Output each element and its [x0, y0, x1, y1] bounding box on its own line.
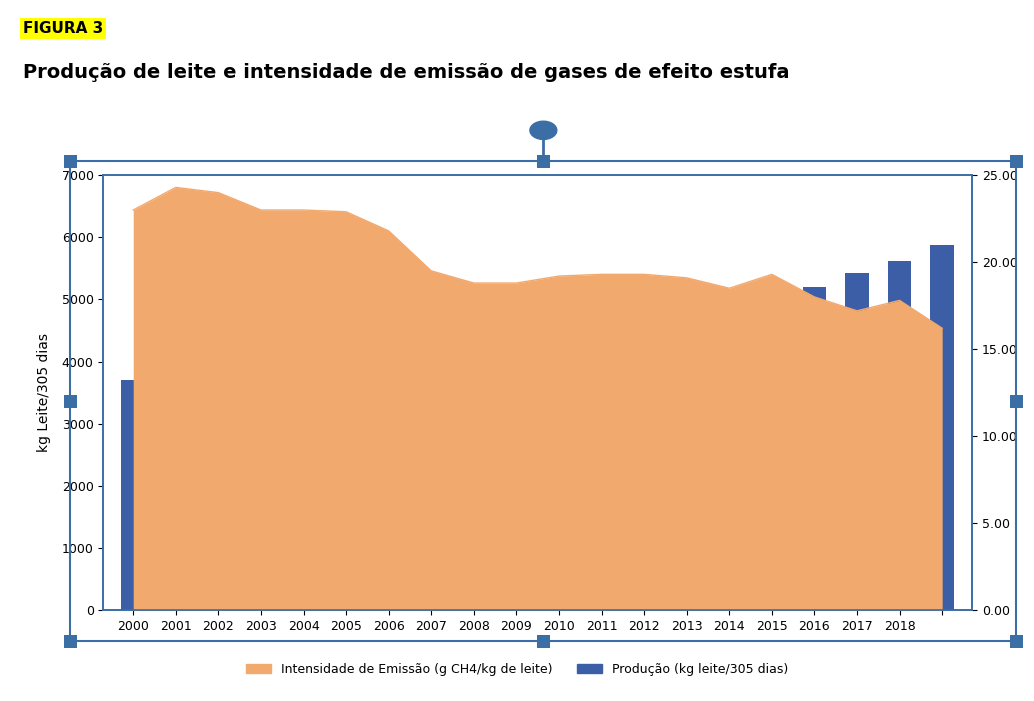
Bar	[207, 391, 230, 610]
Legend: Intensidade de Emissão (g CH4/kg de leite), Produção (kg leite/305 dias): Intensidade de Emissão (g CH4/kg de leit…	[241, 658, 793, 681]
Bar	[802, 287, 826, 610]
Bar	[547, 335, 571, 610]
Bar	[505, 336, 528, 610]
Bar	[164, 388, 187, 610]
Text: Produção de leite e intensidade de emissão de gases de efeito estufa: Produção de leite e intensidade de emiss…	[23, 63, 789, 82]
Bar	[888, 261, 911, 610]
Bar	[675, 303, 698, 610]
Bar	[249, 384, 273, 610]
Bar	[589, 334, 613, 610]
Bar	[845, 273, 869, 610]
Y-axis label: kg Leite/305 dias: kg Leite/305 dias	[36, 333, 51, 452]
Bar	[420, 352, 443, 610]
Bar	[121, 380, 145, 610]
Bar	[462, 340, 486, 610]
Bar	[760, 282, 784, 610]
Bar	[377, 371, 400, 610]
Bar	[334, 381, 358, 610]
Bar	[931, 245, 953, 610]
Bar	[292, 383, 315, 610]
Text: FIGURA 3: FIGURA 3	[23, 21, 103, 36]
Bar	[633, 306, 656, 610]
Bar	[718, 301, 741, 610]
